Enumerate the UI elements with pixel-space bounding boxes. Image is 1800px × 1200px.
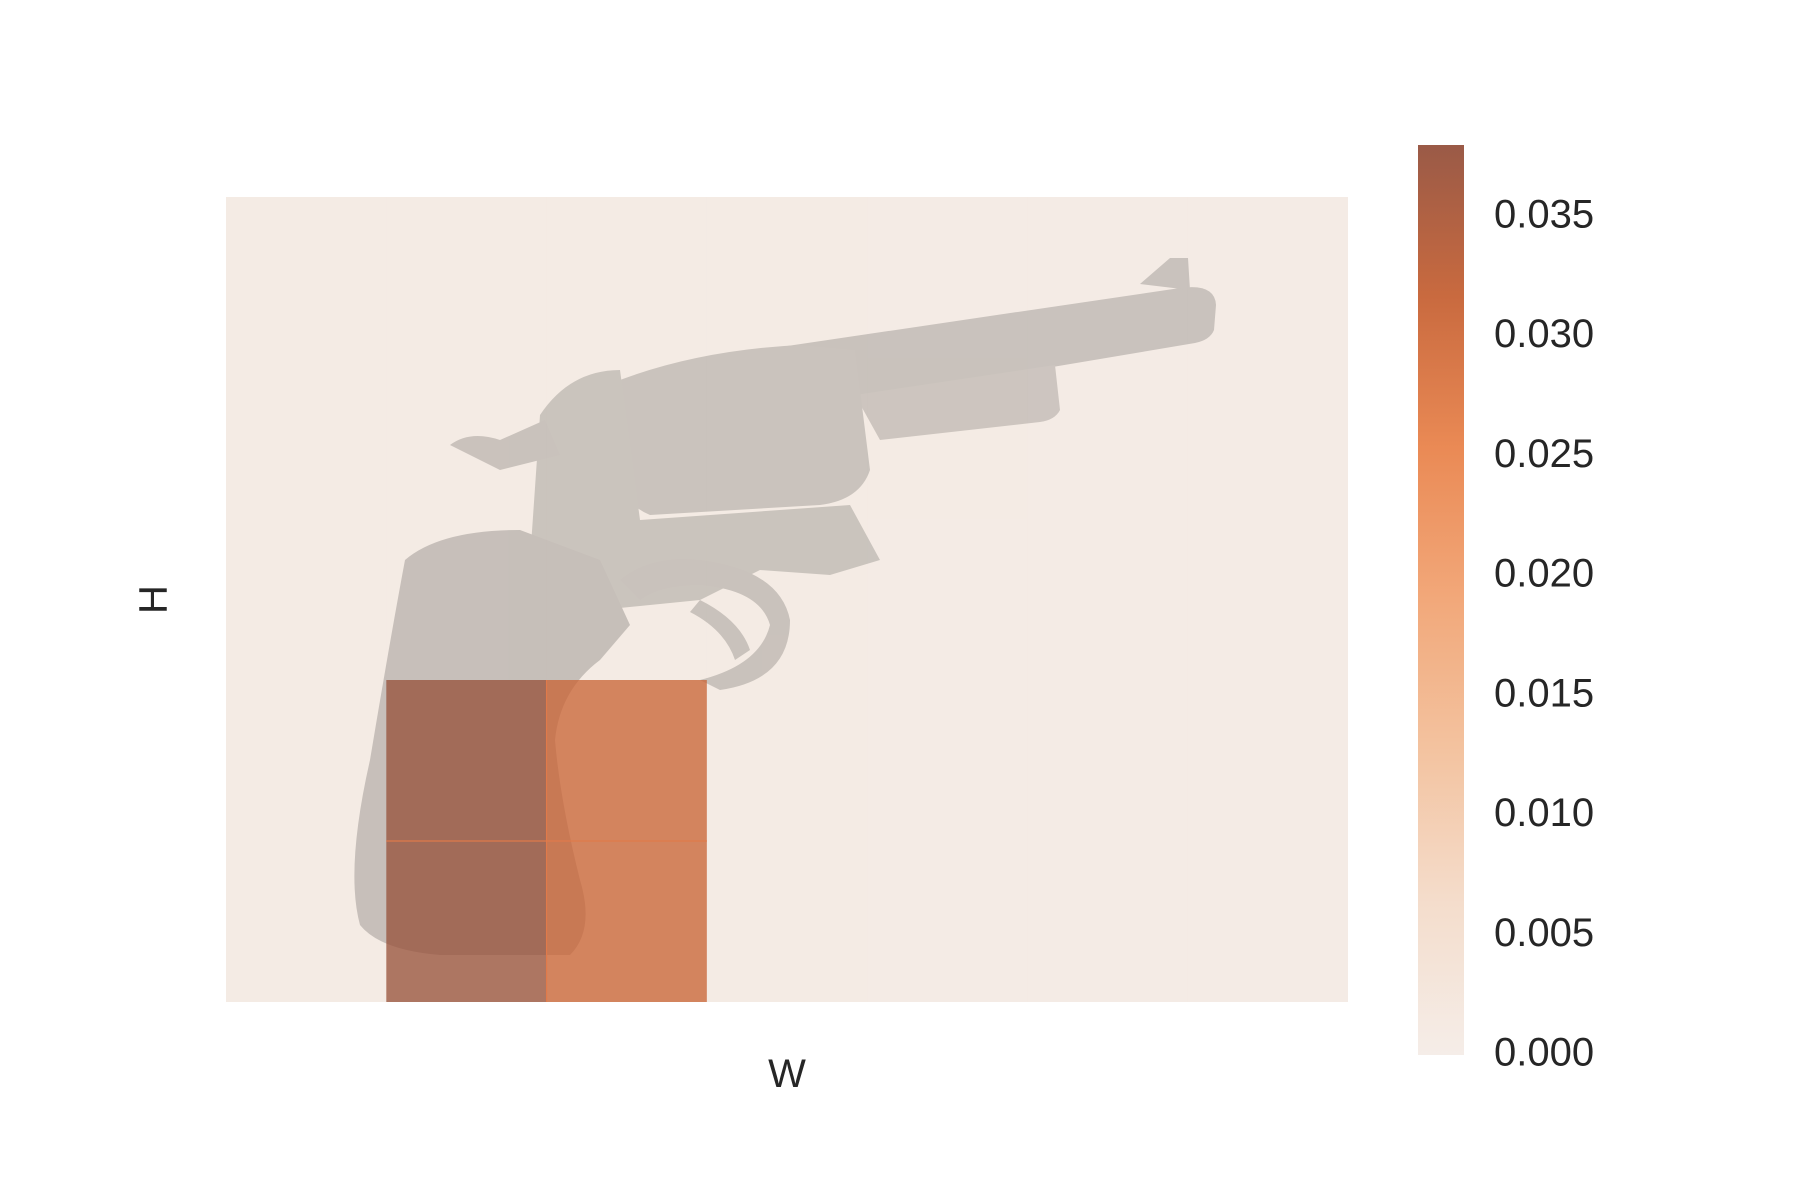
- heatmap-cell: [1187, 680, 1348, 841]
- heatmap-cell: [1187, 519, 1348, 680]
- heatmap-cell: [226, 841, 387, 1002]
- heatmap-cell: [1027, 519, 1188, 680]
- colorbar-tick-label: 0.005: [1494, 911, 1594, 955]
- heatmap-cell: [1027, 197, 1188, 358]
- heatmap-cells: [226, 197, 1348, 1002]
- heatmap-cell: [867, 519, 1028, 680]
- colorbar-tick-label: 0.025: [1494, 432, 1594, 476]
- heatmap-cell: [867, 680, 1028, 841]
- heatmap-cell: [1187, 197, 1348, 358]
- heatmap-cell: [706, 519, 868, 680]
- colorbar-ticks: 0.000 0.005 0.010 0.015 0.020 0.025 0.030 0.035: [1494, 192, 1594, 1074]
- heatmap-cell: [546, 680, 707, 841]
- heatmap-cell: [546, 841, 707, 1002]
- heatmap-cell: [546, 358, 707, 519]
- heatmap-cell: [706, 197, 868, 358]
- heatmap-cell: [386, 197, 547, 358]
- heatmap-cell: [706, 680, 868, 841]
- colorbar-bar: [1418, 145, 1464, 1055]
- heatmap-cell: [546, 519, 707, 680]
- heatmap-cell: [386, 358, 547, 519]
- colorbar-tick-label: 0.010: [1494, 791, 1594, 835]
- heatmap-cell: [226, 358, 387, 519]
- x-axis-label: W: [768, 1052, 806, 1096]
- heatmap-cell: [867, 197, 1028, 358]
- heatmap-cell: [386, 519, 547, 680]
- colorbar-tick-label: 0.000: [1494, 1031, 1594, 1075]
- heatmap-cell: [386, 841, 547, 1002]
- heatmap-cell: [546, 197, 707, 358]
- heatmap-cell: [1187, 358, 1348, 519]
- heatmap-cell: [706, 358, 868, 519]
- heatmap-cell: [226, 519, 387, 680]
- colorbar: 0.000 0.005 0.010 0.015 0.020 0.025 0.030 0.035: [1418, 145, 1594, 1075]
- heatmap-cell: [1027, 680, 1188, 841]
- plot-area: [226, 197, 1348, 1002]
- heatmap-cell: [867, 358, 1028, 519]
- colorbar-tick-label: 0.015: [1494, 671, 1594, 715]
- heatmap-cell: [706, 841, 868, 1002]
- heatmap-cell: [386, 680, 547, 841]
- colorbar-tick-label: 0.030: [1494, 312, 1594, 356]
- heatmap-cell: [1027, 841, 1188, 1002]
- colorbar-tick-label: 0.035: [1494, 192, 1594, 236]
- colorbar-tick-label: 0.020: [1494, 552, 1594, 596]
- y-axis-label: H: [132, 585, 176, 614]
- heatmap-cell: [226, 680, 387, 841]
- heatmap-cell: [1027, 358, 1188, 519]
- heatmap-cell: [226, 197, 387, 358]
- heatmap-cell: [867, 841, 1028, 1002]
- heatmap-cell: [1187, 841, 1348, 1002]
